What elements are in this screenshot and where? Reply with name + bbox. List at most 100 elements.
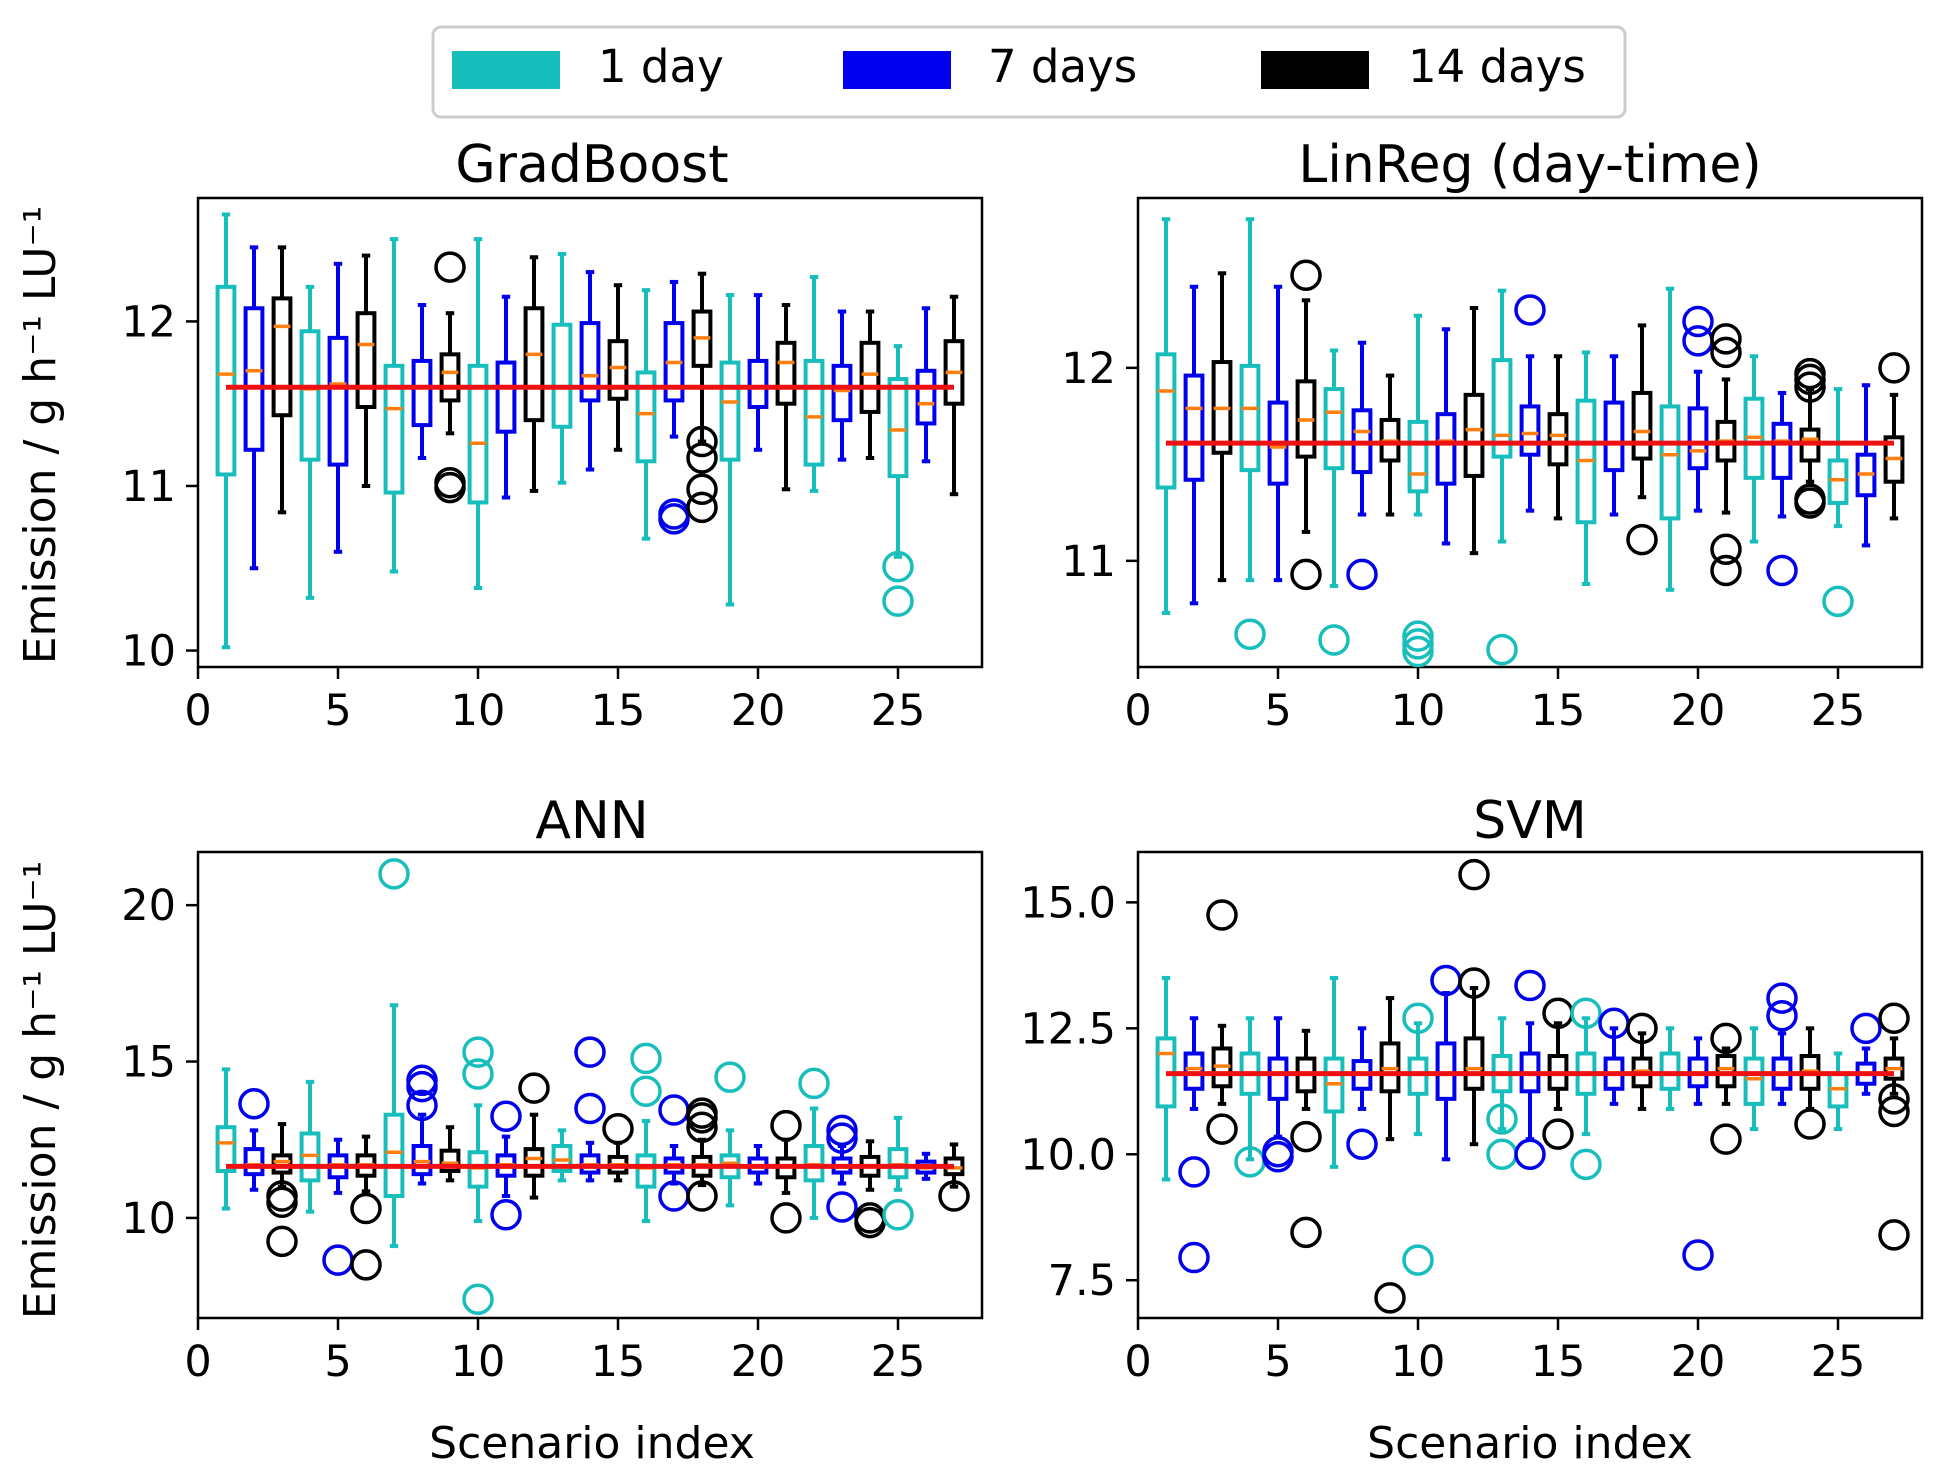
- box-1-day-scenario-22: [1743, 354, 1765, 544]
- outlier-point: [1290, 259, 1322, 291]
- outlier-point: [686, 491, 718, 524]
- box-iqr: [803, 358, 825, 467]
- y-tick-label: 12: [121, 297, 176, 347]
- x-tick-label: 20: [1671, 686, 1726, 736]
- box-iqr: [243, 306, 265, 452]
- outlier-point: [854, 1206, 886, 1239]
- outlier-point: [490, 1199, 522, 1231]
- y-tick-label: 10.0: [1020, 1130, 1116, 1180]
- x-axis-label-right: Scenario index: [1367, 1418, 1693, 1469]
- outlier-point: [1682, 1239, 1714, 1271]
- outlier-point: [686, 1180, 718, 1212]
- outlier-point: [826, 1191, 858, 1223]
- box-1-day-scenario-7: [378, 858, 410, 1249]
- outlier-point: [1206, 899, 1238, 931]
- outlier-point: [1514, 969, 1546, 1002]
- boxes-layer: [1155, 217, 1910, 667]
- outlier-point: [1710, 1022, 1742, 1055]
- outlier-point: [1794, 487, 1826, 519]
- y-axis-label-top: Emission / g h⁻¹ LU⁻¹: [15, 206, 66, 665]
- y-tick-label: 20: [121, 881, 176, 931]
- outlier-point: [1486, 633, 1518, 666]
- box-iqr: [1603, 400, 1625, 473]
- box-1-day-scenario-22: [803, 274, 825, 493]
- outlier-point: [686, 425, 718, 458]
- outlier-point: [1710, 533, 1742, 566]
- box-iqr: [411, 358, 433, 428]
- outlier-point: [882, 550, 914, 583]
- outlier-point: [1710, 323, 1742, 355]
- box-iqr: [467, 363, 489, 505]
- box-1-day-scenario-1: [215, 1067, 237, 1211]
- x-tick-label: 15: [1531, 686, 1586, 736]
- box-1-day-scenario-25: [882, 344, 914, 617]
- y-tick-label: 7.5: [1048, 1256, 1116, 1306]
- x-axis-label-left: Scenario index: [429, 1418, 755, 1469]
- outlier-point: [1486, 1103, 1518, 1135]
- x-tick-label: 25: [1811, 686, 1866, 736]
- box-1-day-scenario-19: [1659, 286, 1681, 592]
- box-14-days-scenario-27: [1878, 352, 1910, 521]
- box-1-day-scenario-25: [882, 1115, 914, 1231]
- box-iqr: [523, 1147, 545, 1178]
- y-tick-label: 15: [121, 1038, 176, 1088]
- x-tick-label: 25: [1811, 1337, 1866, 1387]
- box-iqr: [1435, 1041, 1457, 1101]
- y-tick-label: 10: [121, 1194, 176, 1244]
- box-14-days-scenario-12: [523, 255, 545, 493]
- box-14-days-scenario-15: [1547, 354, 1569, 521]
- box-14-days-scenario-27: [943, 294, 965, 497]
- outlier-point: [1766, 999, 1798, 1032]
- outlier-point: [1626, 1012, 1658, 1045]
- x-tick-label: 10: [1391, 1337, 1446, 1387]
- outlier-point: [686, 1111, 718, 1143]
- outlier-point: [462, 1036, 494, 1068]
- box-1-day-scenario-16: [1575, 350, 1597, 587]
- x-tick-label: 20: [1671, 1337, 1726, 1387]
- box-iqr: [747, 358, 769, 409]
- box-iqr: [383, 1112, 405, 1199]
- box-1-day-scenario-22: [1743, 1026, 1765, 1132]
- outlier-point: [1178, 1241, 1210, 1274]
- box-iqr: [1743, 1056, 1765, 1106]
- outlier-point: [266, 1186, 298, 1219]
- outlier-point: [1206, 1113, 1238, 1145]
- box-iqr: [1435, 412, 1457, 486]
- box-iqr: [1547, 412, 1569, 467]
- legend-frame: [431, 25, 1627, 119]
- y-tick-label: 10: [121, 627, 176, 677]
- box-iqr: [915, 368, 937, 426]
- box-14-days-scenario-3: [1206, 899, 1238, 1145]
- box-14-days-scenario-12: [1463, 306, 1485, 556]
- panel-title-ann: ANN: [535, 791, 648, 851]
- box-iqr: [887, 377, 909, 479]
- outlier-point: [1346, 1128, 1378, 1160]
- box-7-days-scenario-5: [1262, 1016, 1294, 1173]
- boxes-layer: [215, 858, 970, 1315]
- x-tick-label: 10: [451, 1337, 506, 1387]
- box-iqr: [1659, 1051, 1681, 1091]
- outlier-point: [1878, 352, 1910, 384]
- outlier-point: [1570, 997, 1602, 1029]
- outlier-point: [1290, 1120, 1322, 1153]
- box-iqr: [1463, 1036, 1485, 1091]
- panel-title-gradboost: GradBoost: [455, 135, 728, 195]
- x-tick-label: 15: [591, 686, 646, 736]
- box-iqr: [243, 1147, 265, 1177]
- outlier-point: [826, 1122, 858, 1154]
- box-iqr: [495, 360, 517, 434]
- outlier-point: [1878, 1219, 1910, 1251]
- outlier-point: [882, 1199, 914, 1231]
- outlier-point: [630, 1075, 662, 1108]
- box-iqr: [1519, 404, 1541, 457]
- box-14-days-scenario-9: [1374, 996, 1406, 1314]
- legend-swatch-14-days: [1261, 51, 1369, 89]
- outlier-point: [1794, 1108, 1826, 1140]
- box-iqr: [1267, 1056, 1289, 1101]
- y-axis-label-bottom: Emission / g h⁻¹ LU⁻¹: [15, 861, 66, 1320]
- outlier-point: [518, 1072, 550, 1104]
- box-14-days-scenario-18: [1626, 323, 1658, 556]
- box-iqr: [1687, 406, 1709, 471]
- box-1-day-scenario-4: [1234, 217, 1266, 650]
- outlier-point: [686, 1102, 718, 1134]
